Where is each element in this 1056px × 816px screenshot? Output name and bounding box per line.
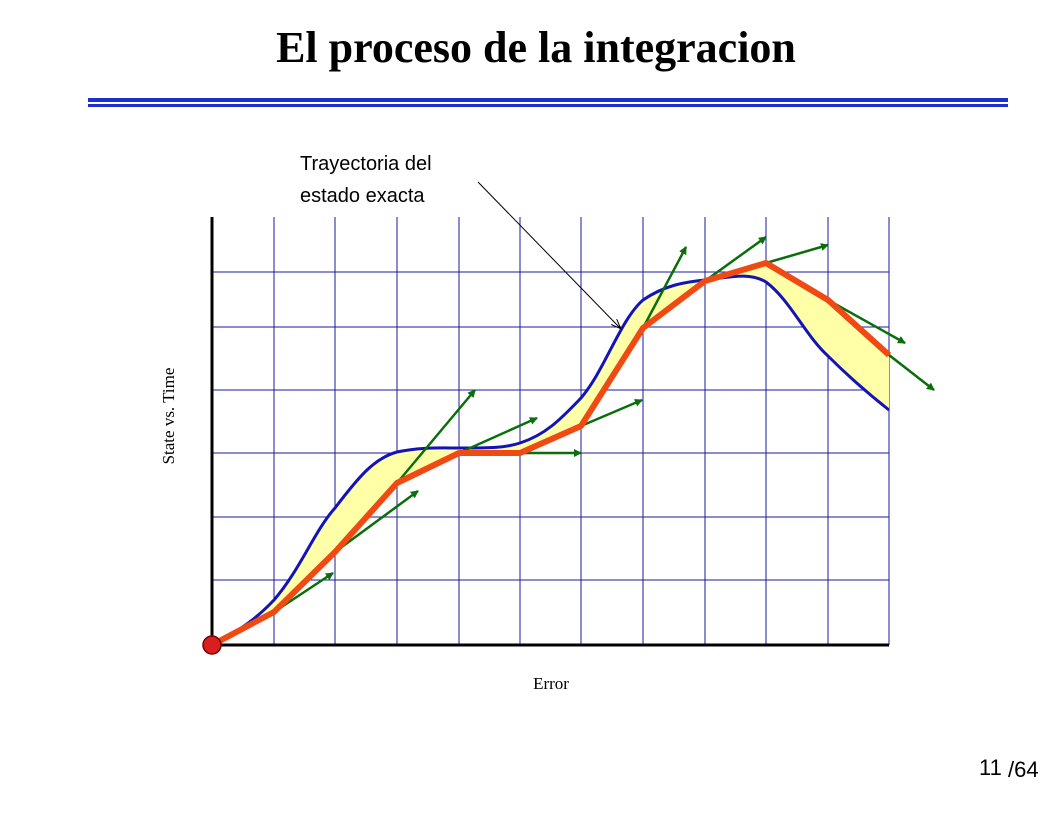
annotation-line: estado exacta bbox=[300, 185, 425, 207]
slope-arrows bbox=[273, 235, 935, 614]
exact-trajectory bbox=[211, 274, 890, 647]
y-axis-label: State vs. Time bbox=[159, 368, 178, 465]
numerical-trajectory bbox=[210, 260, 892, 648]
page-total: /64 bbox=[1008, 757, 1039, 782]
error-area bbox=[212, 263, 889, 645]
annotation-line: Trayectoria del bbox=[300, 153, 432, 175]
title-rule bbox=[88, 98, 1008, 107]
initial-state bbox=[202, 635, 222, 655]
annotation: Trayectoria del estado exacta bbox=[300, 153, 437, 207]
page-current: 11 bbox=[979, 755, 1002, 780]
slide-title: El proceso de la integracion bbox=[276, 23, 796, 72]
annotation-arrow bbox=[477, 181, 620, 328]
x-axis-label: Error bbox=[533, 674, 569, 693]
